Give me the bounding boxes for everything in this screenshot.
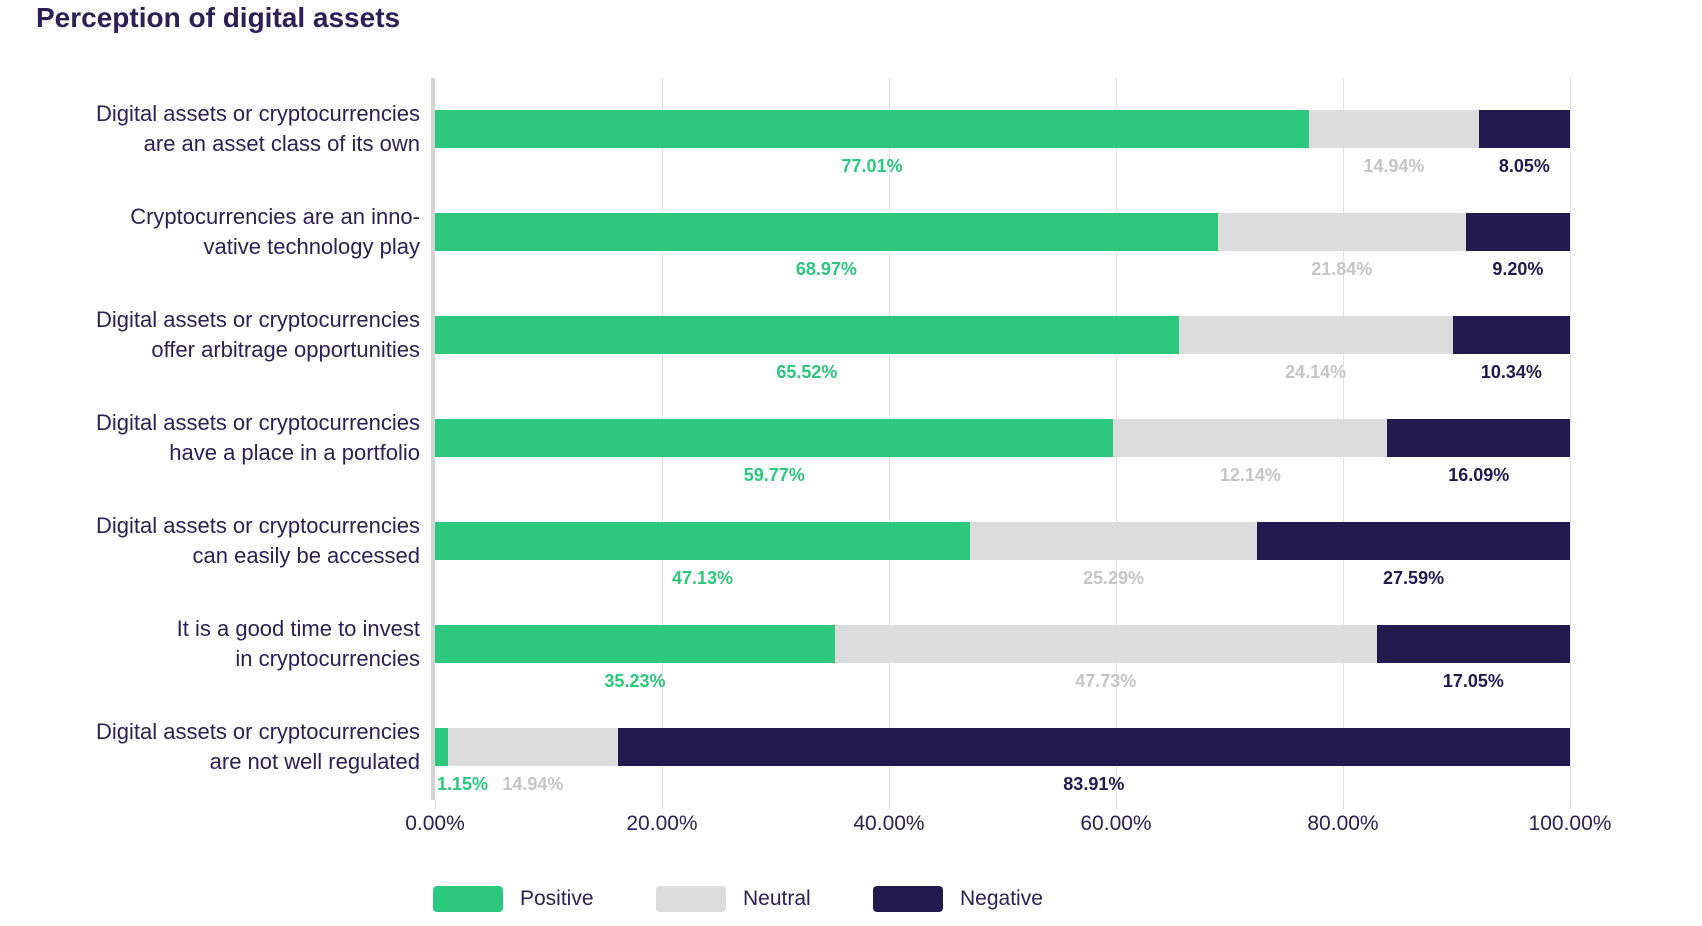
x-tick-label: 80.00%: [1307, 812, 1379, 835]
category-label-line: Digital assets or cryptocurrencies: [95, 719, 420, 744]
x-axis: 0.00% 20.00% 40.00% 60.00% 80.00% 100.00%: [405, 812, 1611, 842]
category-label-line: are not well regulated: [209, 749, 420, 774]
legend-label-neutral: Neutral: [743, 887, 811, 910]
category-label: It is a good time to invest in cryptocurr…: [177, 614, 420, 674]
neutral-value-label: 24.14%: [1285, 362, 1347, 382]
x-tickmark: [435, 800, 436, 809]
legend: Positive Neutral Negative: [0, 886, 1702, 916]
x-tick-label: 40.00%: [853, 812, 925, 835]
x-tick-label: 20.00%: [626, 812, 698, 835]
category-label-line: can easily be accessed: [192, 543, 420, 568]
neutral-bar-segment: [448, 728, 618, 766]
neutral-value-label: 21.84%: [1311, 259, 1373, 279]
gridline: [1570, 78, 1571, 800]
neutral-value-label: 14.94%: [502, 774, 564, 794]
positive-value-label: 35.23%: [604, 671, 666, 691]
chart-title: Perception of digital assets: [36, 2, 401, 33]
positive-value-label: 59.77%: [743, 465, 805, 485]
category-label: Digital assets or cryptocurrencies are an…: [96, 99, 420, 159]
x-tickmark: [1570, 800, 1571, 809]
x-tickmark: [1116, 800, 1117, 809]
x-tickmark: [1343, 800, 1344, 809]
negative-bar-segment: [617, 728, 1570, 766]
category-label: Digital assets or cryptocurrencies offer …: [96, 305, 420, 365]
category-label-line: are an asset class of its own: [143, 131, 420, 156]
positive-value-label: 68.97%: [795, 259, 857, 279]
negative-value-label: 16.09%: [1448, 465, 1510, 485]
x-tick-label: 100.00%: [1528, 812, 1612, 835]
positive-bar-segment: [435, 625, 835, 663]
negative-swatch-icon: [873, 886, 943, 912]
positive-bar-segment: [435, 213, 1218, 251]
bar-row: [435, 419, 1570, 457]
category-label: Digital assets or cryptocurrencies are no…: [96, 717, 420, 777]
category-label-line: Digital assets or cryptocurrencies: [95, 101, 420, 126]
negative-bar-segment: [1465, 213, 1570, 251]
negative-value-label: 17.05%: [1442, 671, 1504, 691]
category-label-line: offer arbitrage opportunities: [151, 337, 420, 362]
category-label-line: Digital assets or cryptocurrencies: [95, 410, 420, 435]
bar-row: [435, 110, 1570, 148]
negative-bar-segment: [1452, 316, 1570, 354]
neutral-bar-segment: [1178, 316, 1453, 354]
legend-label-positive: Positive: [520, 887, 594, 910]
neutral-value-label: 12.14%: [1219, 465, 1281, 485]
legend-item-positive[interactable]: Positive: [433, 886, 594, 912]
neutral-swatch-icon: [656, 886, 726, 912]
negative-value-label: 9.20%: [1492, 259, 1544, 279]
neutral-bar-segment: [1309, 110, 1479, 148]
category-label: Digital assets or cryptocurrencies can ea…: [96, 511, 420, 571]
positive-bar-segment: [435, 110, 1310, 148]
negative-bar-segment: [1376, 625, 1570, 663]
category-label: Cryptocurrencies are an inno-vative tech…: [130, 202, 420, 262]
category-label-line: Digital assets or cryptocurrencies: [95, 307, 420, 332]
neutral-bar-segment: [834, 625, 1377, 663]
positive-bar-segment: [435, 728, 449, 766]
x-tick-label: 0.00%: [405, 812, 465, 835]
negative-bar-segment: [1256, 522, 1570, 560]
positive-bar-segment: [435, 316, 1179, 354]
category-label-line: vative technology play: [203, 234, 420, 259]
legend-item-neutral[interactable]: Neutral: [656, 886, 811, 912]
negative-bar-segment: [1387, 419, 1570, 457]
negative-value-label: 8.05%: [1498, 156, 1550, 176]
category-label-line: Digital assets or cryptocurrencies: [95, 513, 420, 538]
negative-bar-segment: [1478, 110, 1570, 148]
x-tickmark: [662, 800, 663, 809]
bar-row: [435, 522, 1570, 560]
positive-value-label: 47.13%: [671, 568, 734, 588]
x-tickmark: [889, 800, 890, 809]
bar-row: [435, 728, 1570, 766]
bar-row: [435, 625, 1570, 663]
neutral-value-label: 47.73%: [1075, 671, 1137, 691]
legend-label-negative: Negative: [960, 887, 1043, 910]
neutral-value-label: 25.29%: [1082, 568, 1144, 588]
positive-bar-segment: [435, 522, 970, 560]
positive-swatch-icon: [433, 886, 503, 912]
negative-value-label: 10.34%: [1480, 362, 1542, 382]
category-label-line: in cryptocurrencies: [235, 646, 420, 671]
neutral-bar-segment: [1217, 213, 1466, 251]
category-label-line: It is a good time to invest: [176, 616, 420, 641]
neutral-value-label: 14.94%: [1363, 156, 1425, 176]
legend-item-negative[interactable]: Negative: [873, 886, 1043, 912]
category-label-line: Cryptocurrencies are an inno-: [130, 204, 420, 229]
negative-value-label: 83.91%: [1063, 774, 1125, 794]
x-tick-label: 60.00%: [1080, 812, 1152, 835]
positive-value-label: 65.52%: [776, 362, 838, 382]
negative-value-label: 27.59%: [1383, 568, 1445, 588]
positive-value-label: 1.15%: [437, 774, 489, 794]
y-axis-line: [431, 78, 435, 800]
bar-row: [435, 316, 1570, 354]
category-label-line: have a place in a portfolio: [169, 440, 420, 465]
plot-area: 77.01% 14.94% 8.05% 68.97% 21.84% 9.20% 65.52%…: [431, 78, 1571, 809]
neutral-bar-segment: [1113, 419, 1388, 457]
category-label: Digital assets or cryptocurrencies have a…: [96, 408, 420, 468]
positive-bar-segment: [435, 419, 1114, 457]
neutral-bar-segment: [969, 522, 1257, 560]
bar-row: [435, 213, 1570, 251]
positive-value-label: 77.01%: [841, 156, 903, 176]
